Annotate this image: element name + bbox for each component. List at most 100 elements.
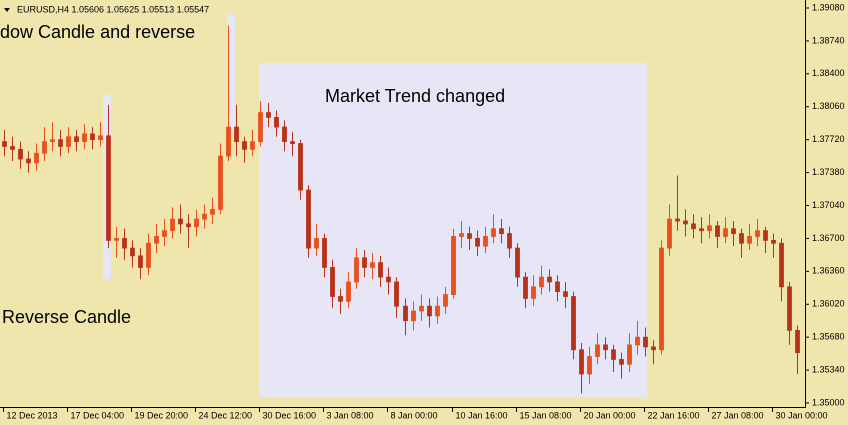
y-tick-label: 1.36700 bbox=[812, 233, 845, 243]
candle-body bbox=[475, 238, 480, 247]
candle-body bbox=[411, 310, 416, 322]
candle-body bbox=[306, 189, 311, 249]
candle-body bbox=[755, 230, 760, 237]
candle-body bbox=[234, 126, 239, 143]
candle-body bbox=[611, 349, 616, 360]
candle-body bbox=[146, 242, 151, 268]
candle-body bbox=[507, 233, 512, 249]
y-tick-label: 1.37380 bbox=[812, 167, 845, 177]
candle-body bbox=[603, 344, 608, 351]
annotation: Market Trend changed bbox=[325, 86, 505, 106]
candle-body bbox=[715, 225, 720, 237]
x-tick-label: 30 Jan 00:00 bbox=[776, 410, 828, 420]
candle-body bbox=[114, 238, 119, 241]
x-tick-label: 8 Jan 00:00 bbox=[391, 410, 438, 420]
candle-body bbox=[467, 233, 472, 239]
candle-body bbox=[290, 141, 295, 144]
x-tick-label: 30 Dec 16:00 bbox=[263, 410, 317, 420]
candle-body bbox=[699, 228, 704, 232]
candle-body bbox=[571, 296, 576, 351]
candle-body bbox=[403, 305, 408, 322]
candle-body bbox=[386, 276, 391, 283]
candle-body bbox=[242, 141, 247, 150]
candle-body bbox=[122, 238, 127, 249]
candle-body bbox=[186, 223, 191, 228]
candle-body bbox=[619, 359, 624, 365]
y-tick-label: 1.35680 bbox=[812, 332, 845, 342]
candle-body bbox=[170, 218, 175, 232]
candle-body bbox=[779, 242, 784, 288]
candle-body bbox=[10, 146, 15, 150]
candle-body bbox=[451, 236, 456, 295]
candle-body bbox=[555, 281, 560, 293]
y-tick-label: 1.37720 bbox=[812, 134, 845, 144]
candle-body bbox=[378, 262, 383, 278]
candle-body bbox=[90, 133, 95, 141]
candle-body bbox=[795, 329, 800, 354]
candle-body bbox=[731, 228, 736, 234]
x-tick-label: 22 Jan 16:00 bbox=[648, 410, 700, 420]
candle-body bbox=[707, 225, 712, 232]
candle-body bbox=[443, 294, 448, 307]
candle-body bbox=[58, 139, 63, 147]
annotation: dow Candle and reverse bbox=[0, 22, 195, 42]
candles bbox=[2, 25, 800, 394]
candle-body bbox=[763, 230, 768, 241]
candle-body bbox=[138, 255, 143, 268]
candle-body bbox=[106, 135, 111, 241]
x-tick-label: 10 Jan 16:00 bbox=[456, 410, 508, 420]
candle-body bbox=[483, 236, 488, 247]
y-tick-label: 1.37040 bbox=[812, 200, 845, 210]
candle-body bbox=[346, 281, 351, 302]
candle-body bbox=[459, 233, 464, 237]
x-tick-label: 12 Dec 2013 bbox=[7, 410, 58, 420]
x-tick-label: 15 Jan 08:00 bbox=[520, 410, 572, 420]
highlight-box bbox=[227, 14, 235, 132]
candle-body bbox=[427, 305, 432, 317]
candle-body bbox=[74, 136, 79, 143]
candle-body bbox=[226, 126, 231, 157]
candle-body bbox=[675, 218, 680, 222]
candle-body bbox=[547, 276, 552, 283]
candle-body bbox=[523, 276, 528, 299]
candle-body bbox=[370, 262, 375, 268]
candle-body bbox=[322, 238, 327, 268]
chart-title: EURUSD,H4 1.05606 1.05625 1.05513 1.0554… bbox=[17, 4, 209, 14]
y-tick-label: 1.36360 bbox=[812, 266, 845, 276]
candle-body bbox=[595, 344, 600, 357]
candle-body bbox=[50, 139, 55, 143]
candle-body bbox=[539, 276, 544, 288]
y-tick-label: 1.36020 bbox=[812, 299, 845, 309]
candle-body bbox=[491, 228, 496, 237]
candle-body bbox=[330, 267, 335, 297]
candle-body bbox=[563, 291, 568, 297]
candle-body bbox=[354, 257, 359, 283]
candle-body bbox=[218, 155, 223, 210]
candle-body bbox=[18, 148, 23, 160]
candle-body bbox=[82, 133, 87, 143]
candle-body bbox=[643, 336, 648, 348]
candle-body bbox=[26, 158, 31, 164]
candle-body bbox=[2, 141, 7, 147]
candle-body bbox=[659, 247, 664, 351]
candle-body bbox=[635, 336, 640, 346]
y-tick-label: 1.38060 bbox=[812, 101, 845, 111]
candle-body bbox=[338, 296, 343, 302]
candle-body bbox=[771, 239, 776, 244]
candle-body bbox=[723, 228, 728, 237]
candle-body bbox=[42, 141, 47, 154]
candle-body bbox=[515, 247, 520, 278]
candle-body bbox=[298, 143, 303, 191]
x-tick-label: 3 Jan 08:00 bbox=[327, 410, 374, 420]
y-tick-label: 1.39080 bbox=[812, 2, 845, 12]
candle-body bbox=[274, 116, 279, 128]
x-tick-label: 27 Jan 08:00 bbox=[712, 410, 764, 420]
candle-body bbox=[667, 218, 672, 249]
candle-body bbox=[683, 220, 688, 225]
candle-body bbox=[314, 238, 319, 249]
x-tick-label: 20 Jan 00:00 bbox=[584, 410, 636, 420]
candle-body bbox=[250, 141, 255, 150]
annotation: Reverse Candle bbox=[2, 307, 131, 327]
x-tick-label: 24 Dec 12:00 bbox=[199, 410, 253, 420]
